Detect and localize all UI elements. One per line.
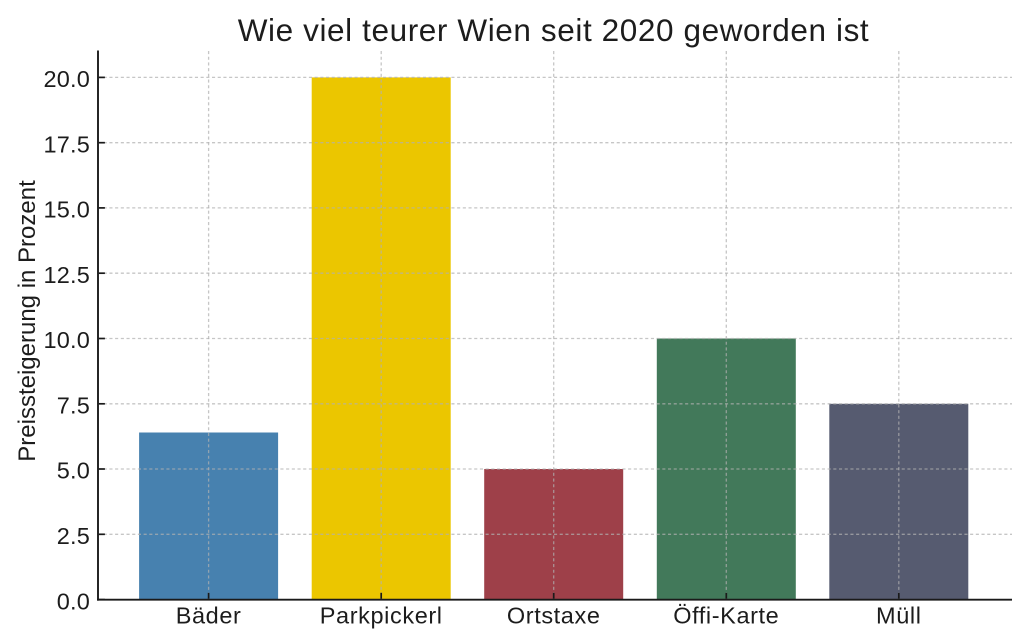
svg-text:Preissteigerung in Prozent: Preissteigerung in Prozent xyxy=(14,180,41,462)
svg-text:Bäder: Bäder xyxy=(176,602,242,628)
svg-text:7.5: 7.5 xyxy=(57,393,90,419)
svg-text:15.0: 15.0 xyxy=(43,197,90,223)
svg-text:20.0: 20.0 xyxy=(43,66,90,92)
svg-text:Öffi-Karte: Öffi-Karte xyxy=(673,602,779,628)
svg-text:5.0: 5.0 xyxy=(57,458,90,484)
svg-text:2.5: 2.5 xyxy=(57,523,90,549)
svg-text:Wie viel teurer Wien seit 2020: Wie viel teurer Wien seit 2020 geworden … xyxy=(238,12,870,48)
svg-text:Müll: Müll xyxy=(876,602,922,628)
svg-text:Ortstaxe: Ortstaxe xyxy=(507,602,601,628)
svg-text:10.0: 10.0 xyxy=(43,327,90,353)
svg-text:Parkpickerl: Parkpickerl xyxy=(320,602,443,628)
svg-text:0.0: 0.0 xyxy=(57,588,90,614)
svg-text:12.5: 12.5 xyxy=(43,262,90,288)
svg-text:17.5: 17.5 xyxy=(43,131,90,157)
